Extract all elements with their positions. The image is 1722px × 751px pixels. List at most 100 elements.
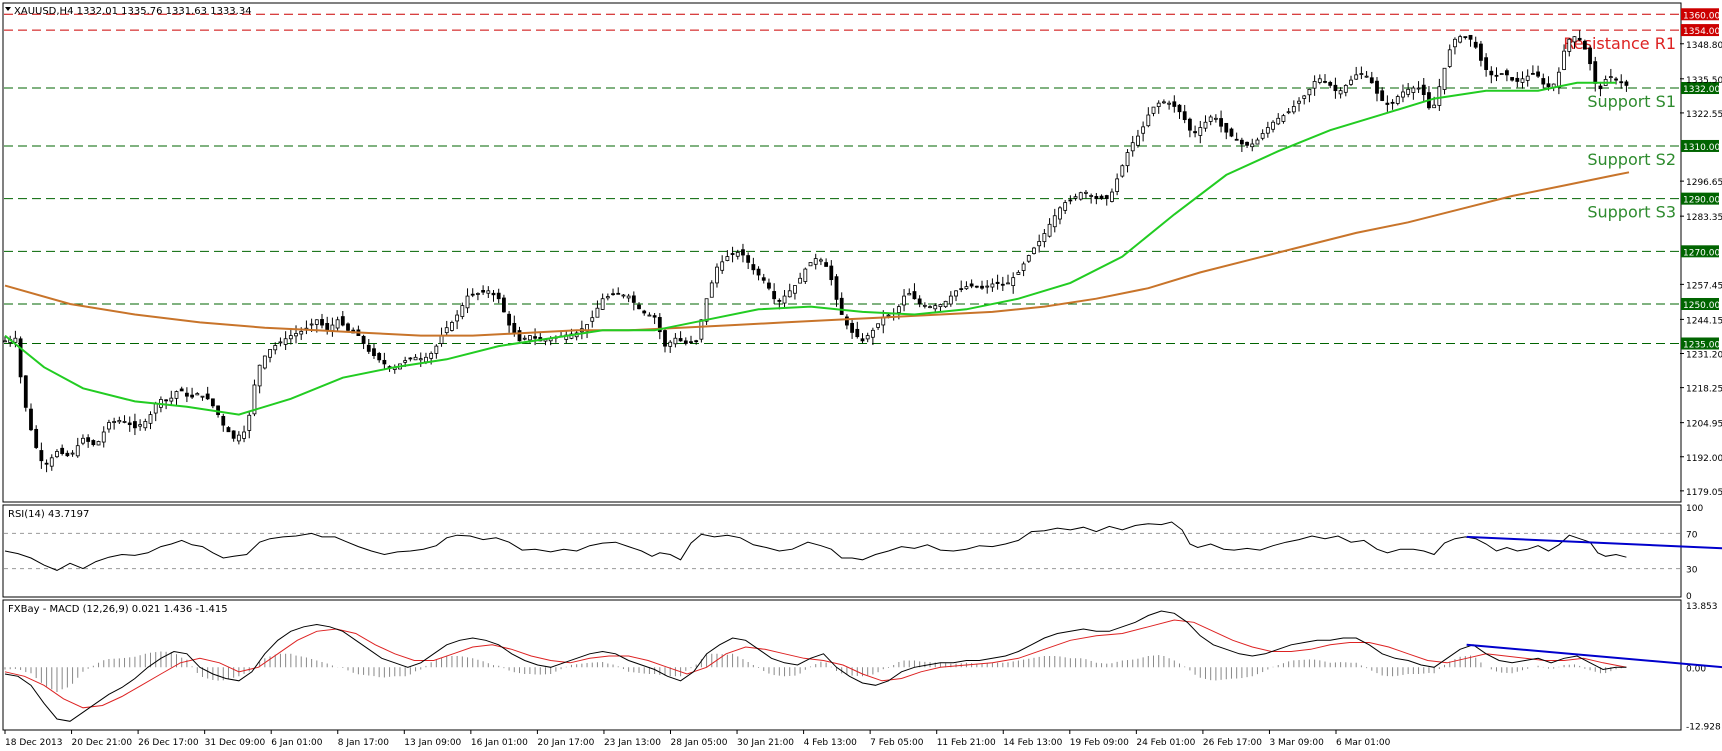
bull-candle <box>486 290 491 294</box>
bull-candle <box>1141 126 1146 134</box>
bull-candle <box>715 266 719 284</box>
bull-candle <box>527 335 532 341</box>
bull-candle <box>595 307 600 318</box>
bull-candle <box>948 295 953 305</box>
bull-candle <box>1286 111 1291 114</box>
rsi-tick-label: 0 <box>1686 592 1692 602</box>
bull-candle <box>148 414 153 424</box>
level-price-box <box>1681 24 1719 37</box>
bear-candle <box>86 437 91 442</box>
rsi-tick-label: 30 <box>1686 566 1698 576</box>
bull-candle <box>444 327 449 334</box>
bear-candle <box>133 421 137 429</box>
bull-candle <box>1120 165 1125 177</box>
bear-candle <box>1494 74 1499 77</box>
bull-candle <box>1437 86 1442 106</box>
bull-candle <box>117 420 122 423</box>
rsi-indicator: 100 70 30 0 <box>4 504 1722 602</box>
bull-candle <box>985 285 990 288</box>
level-price-label: 1235.00 <box>1683 340 1720 350</box>
time-axis: 18 Dec 2013 20 Dec 21:00 26 Dec 17:00 31 De… <box>4 730 1391 748</box>
symbol-line: XAUUSD,H4 1332.01 1335.76 1331.63 1333.3… <box>14 6 252 17</box>
bull-candle <box>424 356 428 363</box>
bear-candle <box>1536 71 1540 77</box>
bull-candle <box>174 391 179 399</box>
bear-candle <box>746 255 751 263</box>
bull-candle <box>813 258 818 265</box>
bull-candle <box>865 335 870 340</box>
price-tick-label: 1283.35 <box>1686 213 1722 223</box>
fast-moving-average-line <box>4 81 1616 416</box>
bull-candle <box>283 338 288 345</box>
bull-candle <box>1411 87 1416 93</box>
bear-candle <box>1375 80 1379 94</box>
bull-candle <box>1453 38 1457 48</box>
bear-candle <box>683 340 688 344</box>
bear-candle <box>980 285 984 289</box>
bear-candle <box>205 393 210 400</box>
bull-candle <box>1021 263 1026 271</box>
bear-candle <box>491 292 496 296</box>
bull-candle <box>112 421 117 423</box>
bull-candle <box>590 317 595 322</box>
bull-candle <box>1401 91 1405 98</box>
bear-candle <box>912 291 917 300</box>
level-price-label: 1310.00 <box>1683 143 1720 153</box>
bear-candle <box>824 262 829 267</box>
bull-candle <box>107 422 111 430</box>
bull-candle <box>600 298 605 310</box>
bull-candle <box>928 306 932 309</box>
time-tick-label: 16 Jan 01:00 <box>471 738 528 748</box>
time-tick-label: 24 Feb 01:00 <box>1136 738 1195 748</box>
bull-candle <box>1297 100 1301 104</box>
bear-candle <box>678 338 683 342</box>
bear-candle <box>210 398 215 407</box>
bull-candle <box>626 295 631 299</box>
bear-candle <box>1182 111 1187 121</box>
bull-candle <box>1016 271 1021 275</box>
bear-candle <box>1515 77 1520 82</box>
bear-candle <box>829 265 834 281</box>
bear-candle <box>1619 81 1624 84</box>
bull-candle <box>294 333 298 337</box>
bear-candle <box>1068 199 1073 202</box>
bull-candle <box>819 259 823 262</box>
level-price-box <box>1681 192 1719 205</box>
bear-candle <box>517 330 522 342</box>
bear-candle <box>767 282 771 289</box>
bear-candle <box>1463 36 1468 38</box>
bull-candle <box>268 349 272 358</box>
rsi-tick-label: 100 <box>1686 504 1703 514</box>
rsi-line <box>4 521 1627 571</box>
price-tick-label: 1231.20 <box>1686 351 1722 361</box>
level-price-box <box>1681 245 1719 258</box>
bear-candle <box>507 313 511 326</box>
bear-candle <box>1624 81 1629 86</box>
bull-candle <box>252 384 257 415</box>
level-price-label: 1354.00 <box>1683 27 1720 37</box>
bull-candle <box>1260 133 1265 139</box>
bull-candle <box>200 395 205 398</box>
bear-candle <box>164 399 169 402</box>
bull-candle <box>278 341 283 344</box>
bull-candle <box>1349 79 1353 85</box>
bull-candle <box>1208 116 1213 122</box>
bull-candle <box>1255 139 1260 145</box>
bear-candle <box>408 357 413 360</box>
level-price-box <box>1681 297 1719 310</box>
bull-candle <box>1307 88 1312 96</box>
bull-candle <box>1562 50 1566 70</box>
time-tick-label: 26 Feb 17:00 <box>1203 738 1262 748</box>
chart-menu-arrow-icon[interactable] <box>5 7 11 11</box>
time-tick-label: 28 Jan 05:00 <box>671 738 728 748</box>
level-price-label: 1332.00 <box>1683 85 1720 95</box>
bull-candle <box>1354 74 1359 80</box>
bear-candle <box>611 293 615 296</box>
bull-candle <box>1042 233 1047 243</box>
bull-candle <box>1006 282 1010 285</box>
bull-candle <box>273 345 278 351</box>
bull-candle <box>1317 78 1322 83</box>
bull-candle <box>876 323 880 328</box>
bull-candle <box>153 403 158 414</box>
time-tick-label: 19 Feb 09:00 <box>1070 738 1129 748</box>
